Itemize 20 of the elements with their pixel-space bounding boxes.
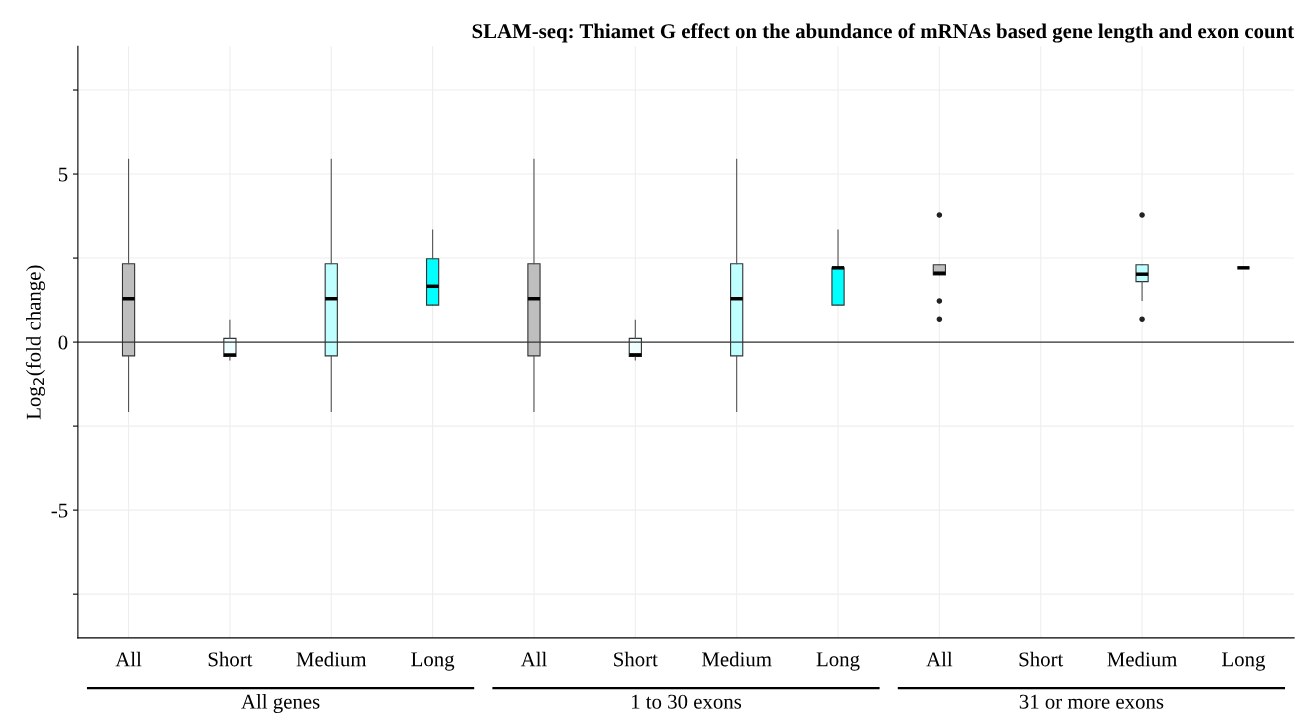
text: 1 to 30 exons xyxy=(631,694,742,709)
chart-title: SLAM-seq: Thiamet G effect on the abundance of mRNAs based gene length and exon count xyxy=(472,23,1295,43)
x-tick-label: Short xyxy=(208,651,253,667)
y-tick-label: 0 xyxy=(58,335,68,350)
text: 31 or more exons xyxy=(1019,694,1164,709)
x-tick-label: All xyxy=(520,651,547,667)
x-tick-label: Long xyxy=(1222,652,1266,671)
x-tick-label: Long xyxy=(816,652,860,671)
x-tick-label: Short xyxy=(1019,651,1064,667)
y-tick-label: 5 xyxy=(58,167,68,182)
x-tick-label: Long xyxy=(411,652,455,671)
x-tick-label: All xyxy=(926,651,953,667)
y-axis-title: Log$_{2}$(fold change) xyxy=(25,265,46,420)
text: All genes xyxy=(241,694,320,713)
y-tick-label: -5 xyxy=(51,503,68,518)
x-tick-label: All xyxy=(115,651,142,667)
x-tick-label: Short xyxy=(614,651,658,667)
x-tick-label: Medium xyxy=(701,651,772,667)
x-tick-label: Medium xyxy=(296,651,367,667)
x-tick-label: Medium xyxy=(1107,651,1178,667)
